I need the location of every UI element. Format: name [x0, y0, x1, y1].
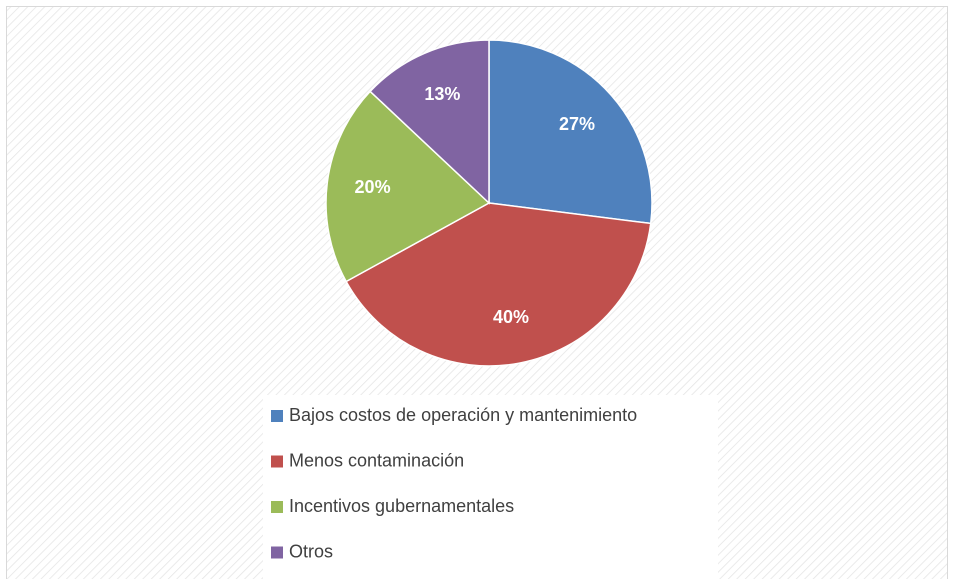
legend-label: Incentivos gubernamentales	[289, 496, 514, 516]
legend-swatch	[271, 546, 283, 559]
legend-label: Bajos costos de operación y mantenimient…	[289, 405, 637, 425]
data-label: 40%	[493, 307, 529, 327]
data-label: 20%	[355, 177, 391, 197]
legend-swatch	[271, 455, 283, 468]
data-label: 27%	[559, 114, 595, 134]
data-label: 13%	[424, 84, 460, 104]
pie-slice	[369, 39, 490, 205]
legend-swatch	[271, 501, 283, 513]
pie-slice	[345, 202, 652, 367]
pie-slice	[325, 90, 491, 283]
legend-swatch	[271, 410, 283, 422]
pie-slice	[488, 39, 653, 225]
legend-label: Menos contaminación	[289, 450, 464, 470]
legend-label: Otros	[289, 541, 333, 561]
legend-box	[263, 395, 718, 579]
